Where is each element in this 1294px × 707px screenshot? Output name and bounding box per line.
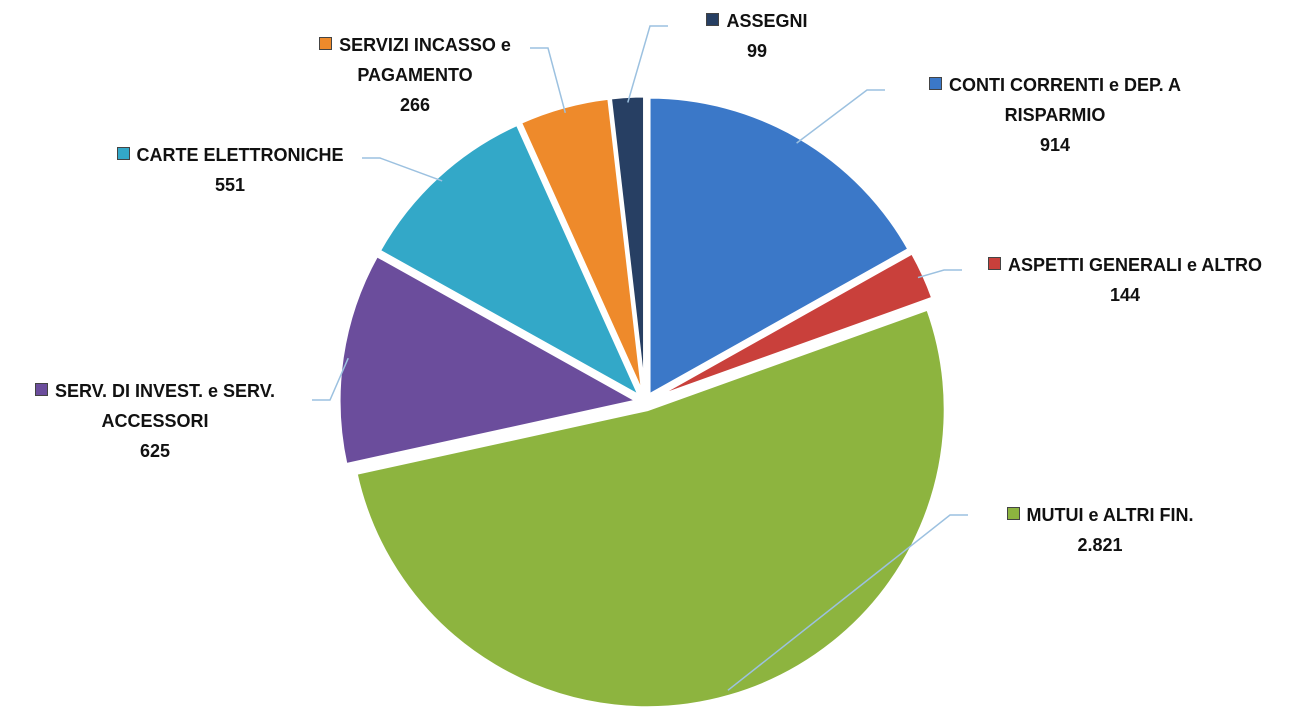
category-label: SERV. DI INVEST. e SERV. ACCESSORI [54, 381, 276, 431]
value-label: 625 [139, 441, 171, 461]
leader-line [727, 514, 968, 691]
category-label: ASSEGNI [726, 11, 808, 31]
pie-slice [608, 94, 647, 395]
category-label: MUTUI e ALTRI FIN. [1026, 505, 1194, 525]
value-label: 551 [214, 175, 246, 195]
leader-line [312, 357, 349, 401]
data-label: CARTE ELETTRONICHE 551 [85, 140, 375, 200]
legend-marker [34, 383, 48, 396]
data-label: ASPETTI GENERALI e ALTRO 144 [955, 250, 1294, 310]
leader-line [362, 157, 443, 182]
leader-line [530, 47, 567, 113]
pie-slice [651, 250, 935, 401]
category-label: CARTE ELETTRONICHE [136, 145, 344, 165]
category-label: SERVIZI INCASSO e PAGAMENTO [339, 35, 511, 85]
leader-line [917, 269, 962, 279]
leader-line [627, 25, 668, 103]
data-label: ASSEGNI 99 [682, 6, 832, 66]
legend-marker [928, 77, 942, 90]
value-label: 266 [399, 95, 431, 115]
data-label: SERV. DI INVEST. e SERV. ACCESSORI 625 [0, 376, 315, 466]
category-label: ASPETTI GENERALI e ALTRO [1007, 255, 1262, 275]
legend-marker [116, 147, 130, 160]
data-label: CONTI CORRENTI e DEP. A RISPARMIO 914 [890, 70, 1220, 160]
value-label: 99 [746, 41, 768, 61]
value-label: 914 [1039, 135, 1071, 155]
leader-line [796, 89, 885, 144]
category-label: CONTI CORRENTI e DEP. A RISPARMIO [948, 75, 1182, 125]
value-label: 2.821 [1077, 535, 1123, 555]
legend-marker [319, 37, 333, 50]
value-label: 144 [1109, 285, 1141, 305]
data-label: MUTUI e ALTRI FIN. 2.821 [950, 500, 1250, 560]
pie-slice [377, 122, 643, 400]
data-label: SERVIZI INCASSO e PAGAMENTO 266 [285, 30, 545, 120]
legend-marker [987, 257, 1001, 270]
pie-slice [354, 307, 947, 707]
pie-slice [647, 95, 911, 398]
pie-slice [337, 253, 642, 467]
legend-marker [706, 13, 720, 26]
legend-marker [1006, 507, 1020, 520]
